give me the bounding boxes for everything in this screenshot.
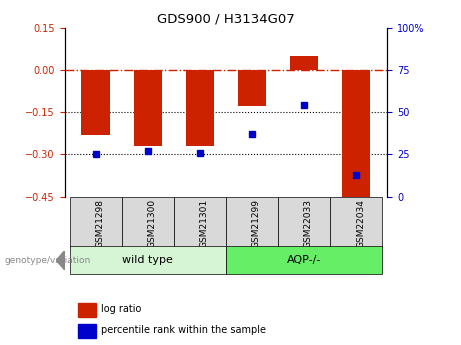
Bar xyxy=(122,197,174,247)
Text: genotype/variation: genotype/variation xyxy=(5,256,91,265)
Text: log ratio: log ratio xyxy=(101,304,142,314)
Bar xyxy=(237,70,266,107)
Bar xyxy=(78,303,96,317)
Text: GSM21299: GSM21299 xyxy=(252,199,261,248)
Bar xyxy=(290,56,318,70)
Bar xyxy=(82,70,110,135)
Text: AQP-/-: AQP-/- xyxy=(287,255,321,265)
Bar xyxy=(185,70,214,146)
Bar xyxy=(226,197,278,247)
Bar xyxy=(134,70,162,146)
Bar xyxy=(342,70,370,197)
Bar xyxy=(70,197,122,247)
Bar xyxy=(174,197,226,247)
Text: wild type: wild type xyxy=(122,255,173,265)
Text: GSM21301: GSM21301 xyxy=(200,199,209,248)
Text: GSM21298: GSM21298 xyxy=(96,199,105,248)
Bar xyxy=(278,197,330,247)
Text: percentile rank within the sample: percentile rank within the sample xyxy=(101,325,266,335)
Title: GDS900 / H3134G07: GDS900 / H3134G07 xyxy=(157,12,295,25)
Bar xyxy=(330,197,382,247)
Bar xyxy=(70,246,226,274)
Text: GSM21300: GSM21300 xyxy=(148,199,157,248)
Bar xyxy=(78,324,96,338)
Text: GSM22033: GSM22033 xyxy=(304,199,313,248)
Text: GSM22034: GSM22034 xyxy=(356,199,365,248)
Bar xyxy=(226,246,382,274)
Polygon shape xyxy=(56,251,65,270)
